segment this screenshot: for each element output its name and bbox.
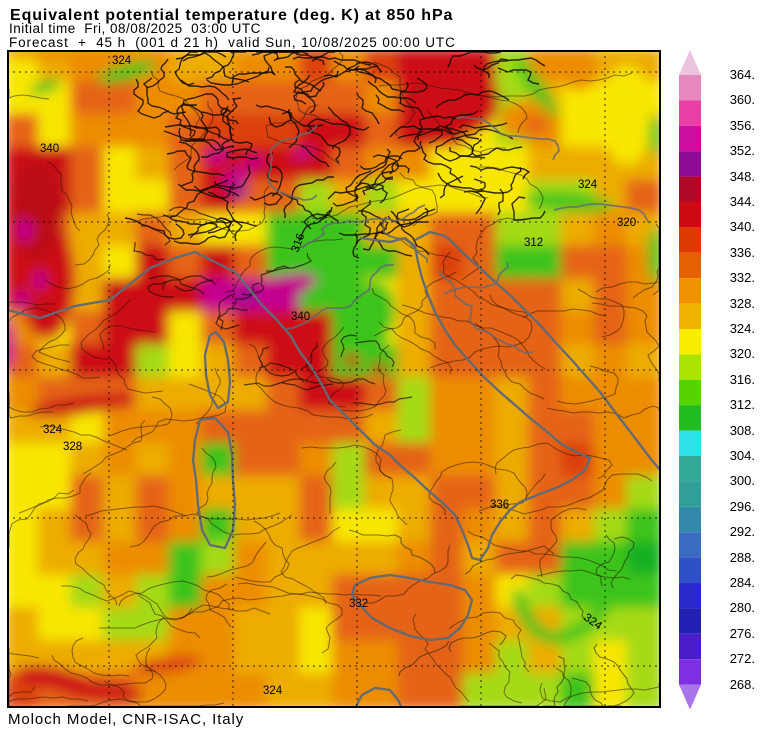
svg-text:332: 332	[349, 598, 368, 610]
svg-text:320: 320	[617, 217, 636, 229]
svg-text:324: 324	[112, 55, 132, 67]
svg-text:324: 324	[43, 424, 63, 436]
svg-text:324: 324	[263, 685, 283, 697]
svg-text:312: 312	[524, 237, 543, 249]
svg-text:324: 324	[578, 179, 598, 191]
svg-text:336: 336	[490, 499, 509, 511]
svg-text:328: 328	[63, 441, 82, 453]
svg-text:340: 340	[40, 143, 59, 155]
svg-text:340: 340	[291, 311, 310, 323]
